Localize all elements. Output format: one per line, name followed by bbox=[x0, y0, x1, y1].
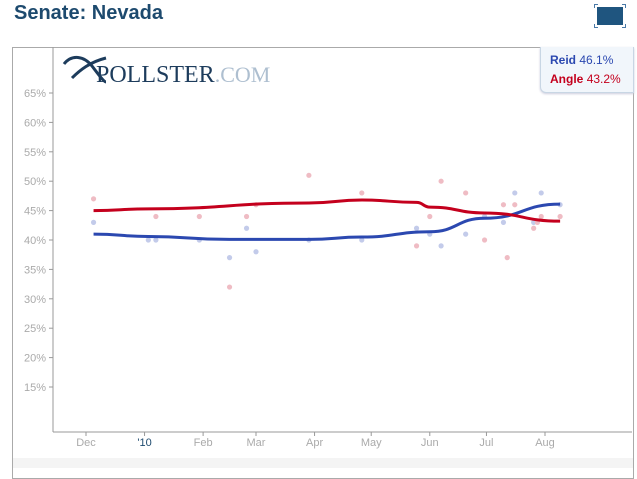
poll-point-angle bbox=[90, 196, 97, 202]
y-tick-label: 40% bbox=[24, 235, 46, 247]
poll-point-angle bbox=[413, 243, 420, 249]
chart-svg: 15% 20% 25% 30% 35% 40% 45% 50% 55% 60% 65% Dec '10 F… bbox=[24, 47, 632, 449]
y-tick-label: 45% bbox=[24, 206, 46, 218]
poll-point-angle bbox=[438, 178, 444, 184]
y-tick-label: 25% bbox=[24, 323, 46, 335]
poll-point-reid bbox=[145, 237, 151, 243]
y-tick-label: 20% bbox=[24, 353, 46, 365]
y-tick-label: 55% bbox=[24, 147, 46, 159]
poll-point-angle bbox=[531, 225, 537, 231]
x-tick-label: Apr bbox=[306, 437, 323, 449]
y-tick-label: 30% bbox=[24, 294, 46, 306]
poll-point-reid bbox=[253, 249, 259, 255]
poll-point-reid bbox=[463, 231, 469, 237]
poll-point-angle bbox=[538, 213, 544, 220]
poll-point-reid bbox=[500, 219, 507, 225]
poll-point-angle bbox=[306, 172, 312, 178]
y-tick-label: 15% bbox=[24, 382, 46, 394]
poll-point-reid bbox=[90, 219, 97, 225]
poll-point-angle bbox=[557, 213, 563, 220]
legend: Reid 46.1% Angle 43.2% bbox=[540, 47, 634, 93]
poll-point-angle bbox=[196, 213, 202, 220]
poll-point-reid bbox=[226, 255, 233, 261]
poll-point-reid bbox=[359, 237, 365, 243]
poll-point-angle bbox=[427, 213, 433, 220]
poll-point-angle bbox=[226, 284, 233, 290]
poll-point-reid bbox=[512, 190, 518, 196]
logo-wordmark: POLLSTER.COM bbox=[96, 62, 270, 86]
page-title: Senate: Nevada bbox=[14, 2, 163, 24]
poll-point-angle bbox=[512, 202, 518, 208]
x-tick-label: '10 bbox=[137, 437, 151, 449]
x-tick-label: May bbox=[361, 437, 382, 449]
chart-area bbox=[12, 47, 634, 479]
y-tick-label: 60% bbox=[24, 117, 46, 129]
poll-point-angle bbox=[504, 255, 510, 261]
x-tick-label: Jul bbox=[479, 437, 493, 449]
poll-point-angle bbox=[359, 190, 365, 196]
trend-line-reid bbox=[93, 202, 561, 241]
poll-point-reid bbox=[243, 225, 250, 231]
x-tick-label: Aug bbox=[535, 437, 555, 449]
x-tick-label: Jun bbox=[421, 437, 439, 449]
x-tick-label: Dec bbox=[76, 437, 96, 449]
y-tick-label: 65% bbox=[24, 88, 46, 100]
x-tick-label: Mar bbox=[247, 437, 266, 449]
footer-band bbox=[13, 458, 633, 468]
poll-point-reid bbox=[413, 225, 420, 231]
x-tick-label: Feb bbox=[194, 437, 213, 449]
poll-point-angle bbox=[463, 190, 469, 196]
y-tick-label: 35% bbox=[24, 264, 46, 276]
poll-point-angle bbox=[243, 213, 250, 220]
poll-point-reid bbox=[538, 190, 544, 196]
poll-point-angle bbox=[500, 202, 507, 208]
fullscreen-icon[interactable] bbox=[594, 4, 626, 28]
poll-point-reid bbox=[531, 219, 537, 225]
poll-point-angle bbox=[153, 213, 159, 220]
trend-line-angle bbox=[93, 198, 561, 223]
poll-point-reid bbox=[153, 237, 159, 243]
legend-angle: Angle 43.2% bbox=[550, 72, 621, 86]
y-tick-label: 50% bbox=[24, 176, 46, 188]
legend-reid: Reid 46.1% bbox=[550, 53, 614, 67]
poll-point-reid bbox=[438, 243, 444, 249]
poll-point-angle bbox=[481, 237, 488, 243]
pollster-logo: POLLSTER.COM bbox=[62, 56, 270, 86]
